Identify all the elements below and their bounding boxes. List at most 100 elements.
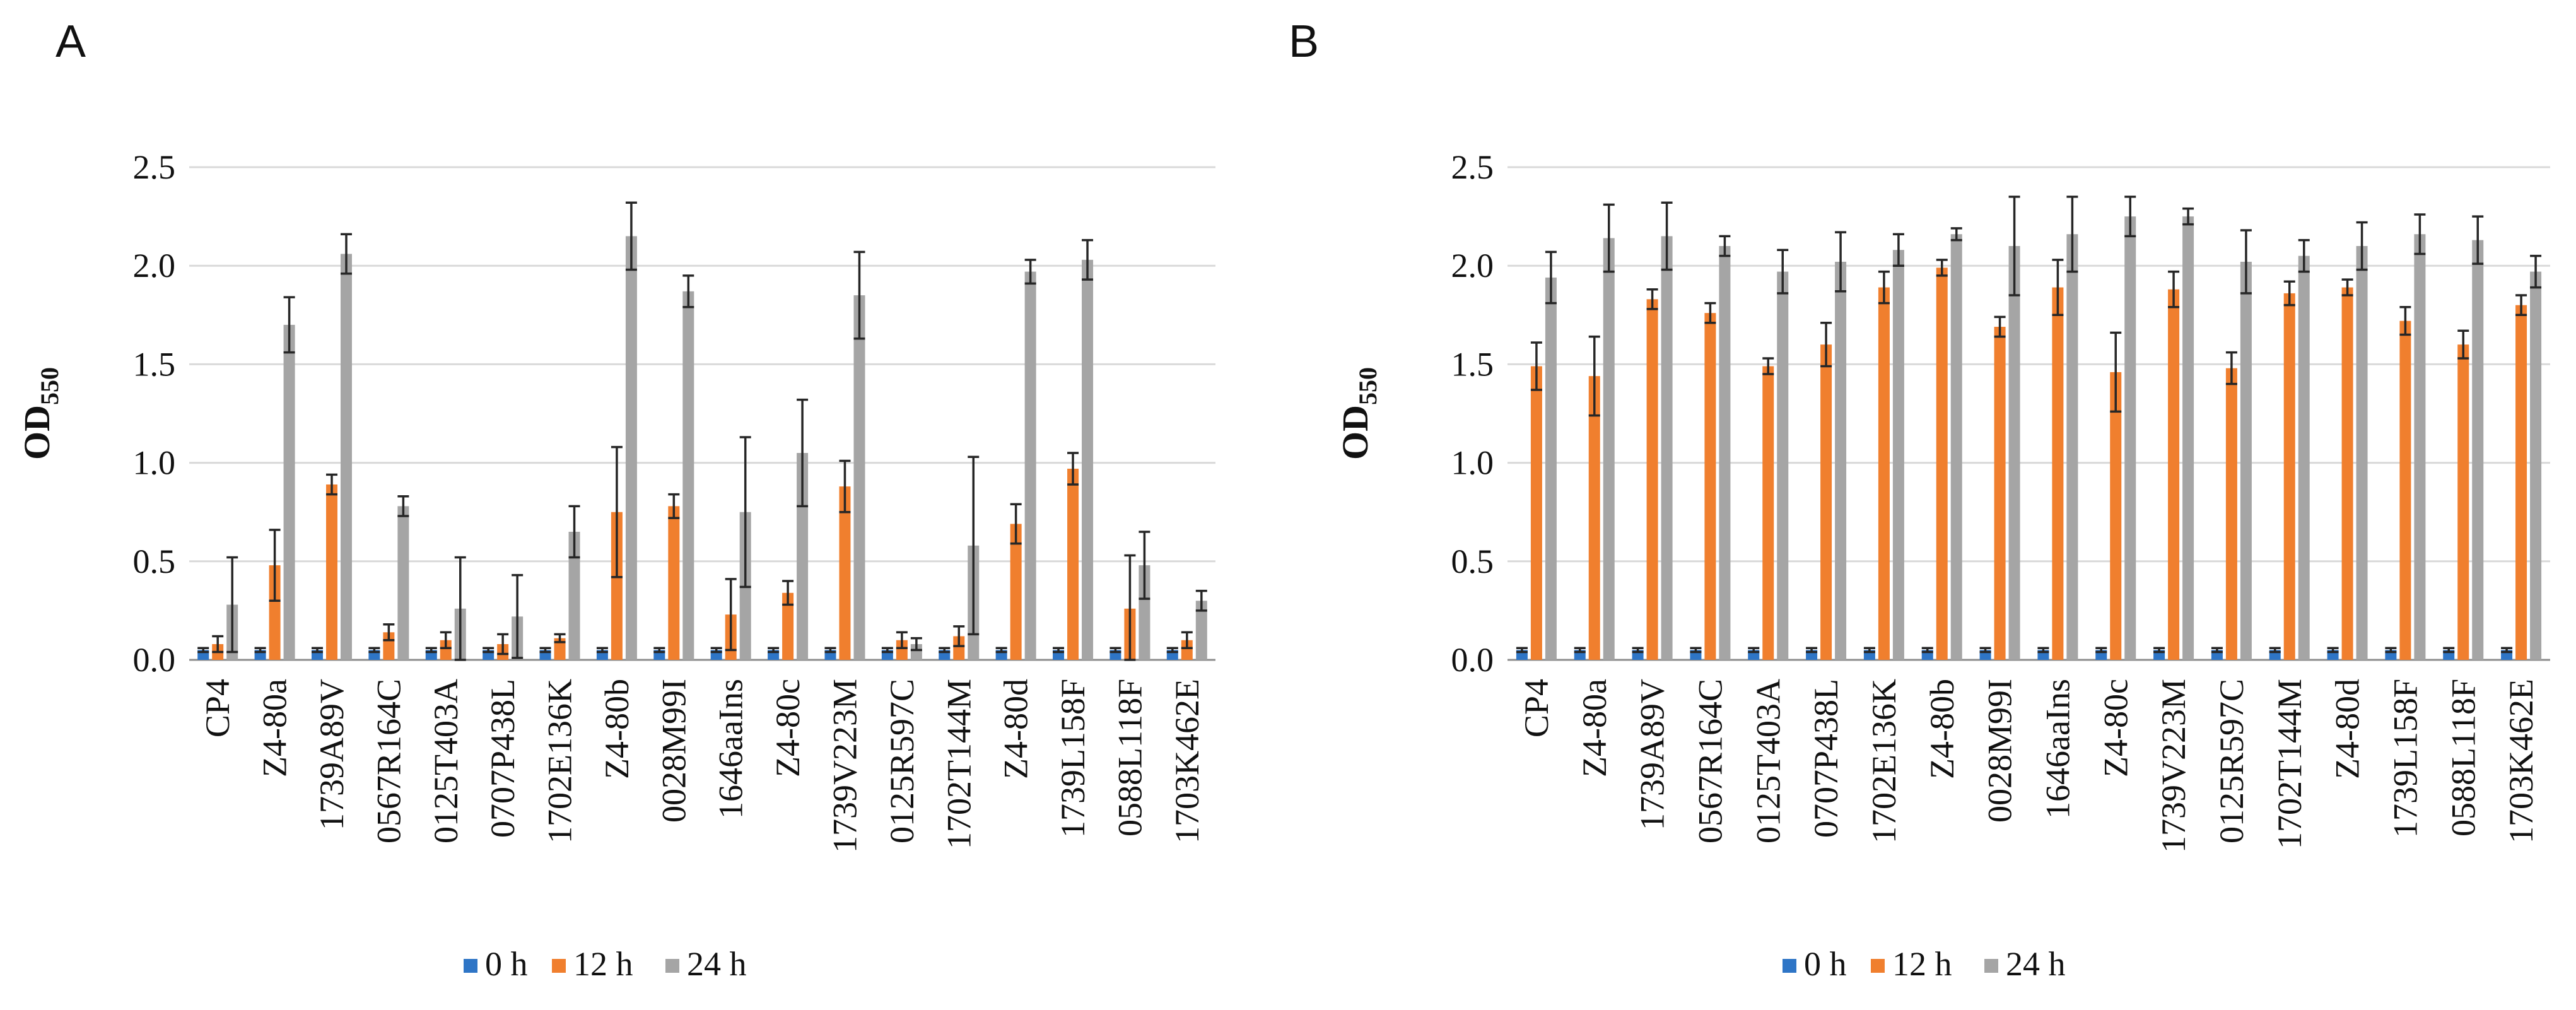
legend-label: 12 h bbox=[573, 945, 633, 983]
bar-24h bbox=[1661, 236, 1673, 661]
x-tick-label: 1739L158F bbox=[2386, 679, 2424, 838]
bar-24h bbox=[2066, 234, 2078, 660]
legend-swatch bbox=[665, 959, 679, 973]
bar-24h bbox=[2472, 240, 2484, 660]
y-axis-label: OD550 bbox=[1335, 367, 1382, 460]
bar-12h bbox=[782, 592, 794, 660]
x-tick-label: 0028M99I bbox=[655, 679, 693, 823]
legend-label: 24 h bbox=[687, 945, 747, 983]
x-tick-label: 1702E136K bbox=[541, 679, 579, 843]
panel-a: A 0.0 0.5 1.0 1.5 2.0 2.5 OD550 CP4 Z4-80a 1739A8… bbox=[16, 16, 1215, 983]
x-tick-label: Z4-80b bbox=[1923, 679, 1961, 779]
bar-24h bbox=[340, 254, 352, 660]
x-tick-label: 1703K462E bbox=[2502, 679, 2540, 843]
bar-24h bbox=[2124, 216, 2136, 661]
x-tick-label: 1702T144M bbox=[2271, 679, 2309, 849]
x-tick-label: Z4-80d bbox=[2329, 679, 2367, 779]
bar-12h bbox=[2110, 372, 2122, 660]
bar-24h bbox=[2008, 245, 2020, 661]
x-tick-label: 0567R164C bbox=[370, 679, 407, 843]
panel-b: B 0.0 0.5 1.0 1.5 2.0 2.5 OD550 CP4 Z4-80a 1739A8… bbox=[1289, 16, 2550, 983]
bar-24h bbox=[2356, 245, 2368, 661]
bar-12h bbox=[269, 565, 281, 660]
x-tick-label: 0588L118F bbox=[1111, 679, 1149, 837]
bar-24h bbox=[1545, 277, 1557, 661]
bar-24h bbox=[1603, 238, 1615, 660]
bar-24h bbox=[1950, 234, 1962, 660]
bar-12h bbox=[2457, 344, 2469, 660]
bar-24h bbox=[1024, 271, 1036, 660]
legend-label: 0 h bbox=[1804, 945, 1847, 983]
x-tick-label: 1739V223M bbox=[826, 679, 864, 853]
x-tick-label: 0125T403A bbox=[1749, 679, 1787, 843]
bar-12h bbox=[2283, 293, 2295, 660]
x-tick-label: 1646aaIns bbox=[712, 679, 750, 819]
bar-12h bbox=[1704, 313, 1716, 660]
bar-24h bbox=[2298, 255, 2310, 661]
bar-24h bbox=[2414, 234, 2426, 660]
x-tick-label: Z4-80a bbox=[256, 679, 294, 777]
y-tick-label: 0.0 bbox=[133, 641, 176, 679]
bar-24h bbox=[2530, 271, 2542, 660]
x-tick-label: CP4 bbox=[199, 679, 237, 737]
bar-12h bbox=[440, 640, 452, 660]
y-tick-label: 1.5 bbox=[133, 345, 176, 383]
x-tick-label: 0125R597C bbox=[2213, 679, 2251, 843]
legend-swatch bbox=[1984, 959, 1998, 973]
y-tick-label: 0.5 bbox=[133, 543, 176, 580]
x-tick-label: Z4-80c bbox=[769, 679, 807, 777]
x-tick-label: 0567R164C bbox=[1691, 679, 1729, 843]
x-tick-label: 1739A89V bbox=[313, 679, 351, 830]
bar-24h bbox=[1835, 261, 1847, 660]
bar-24h bbox=[1777, 271, 1789, 660]
x-tick-label: CP4 bbox=[1518, 679, 1555, 737]
x-tick-label: 1739L158F bbox=[1054, 679, 1092, 838]
y-tick-label: 0.5 bbox=[1451, 543, 1494, 580]
bar-12h bbox=[1067, 468, 1079, 660]
bar-24h bbox=[1195, 601, 1207, 660]
bar-12h bbox=[1936, 267, 1948, 661]
bar-12h bbox=[325, 484, 337, 660]
bar-24h bbox=[2182, 216, 2194, 661]
bar-12h bbox=[554, 638, 566, 660]
bar-24h bbox=[568, 531, 580, 660]
x-tick-label: 0588L118F bbox=[2444, 679, 2482, 837]
y-tick-label: 1.5 bbox=[1451, 345, 1494, 383]
bar-12h bbox=[2168, 289, 2180, 660]
x-tick-label: Z4-80d bbox=[997, 679, 1035, 779]
bar-24h bbox=[397, 506, 409, 660]
legend-swatch bbox=[464, 959, 477, 973]
bar-12h bbox=[2052, 287, 2064, 661]
bar-12h bbox=[1820, 344, 1832, 660]
y-axis-label: OD550 bbox=[16, 367, 64, 460]
bar-12h bbox=[668, 506, 680, 660]
bar-24h bbox=[625, 236, 637, 661]
x-tick-label: 1703K462E bbox=[1168, 679, 1206, 843]
bar-24h bbox=[1892, 250, 1904, 660]
y-tick-label: 2.5 bbox=[133, 148, 176, 186]
legend-swatch bbox=[552, 959, 566, 973]
x-tick-label: 0125R597C bbox=[883, 679, 921, 843]
bar-12h bbox=[1530, 366, 1542, 660]
bar-12h bbox=[2515, 305, 2527, 660]
bar-12h bbox=[953, 636, 965, 660]
legend-label: 12 h bbox=[1892, 945, 1952, 983]
y-tick-label: 1.0 bbox=[1451, 444, 1494, 482]
panel-a-letter: A bbox=[56, 16, 86, 67]
x-tick-label: 0028M99I bbox=[1981, 679, 2019, 823]
bar-24h bbox=[1139, 565, 1150, 660]
x-tick-label: 1739V223M bbox=[2155, 679, 2193, 853]
bar-24h bbox=[910, 644, 922, 660]
legend-label: 0 h bbox=[485, 945, 528, 983]
bar-24h bbox=[1719, 245, 1731, 661]
x-tick-label: Z4-80a bbox=[1576, 679, 1613, 777]
bar-12h bbox=[1994, 327, 2006, 660]
legend-swatch bbox=[1783, 959, 1796, 973]
x-tick-label: 0707P438L bbox=[1807, 679, 1845, 838]
y-tick-label: 0.0 bbox=[1451, 641, 1494, 679]
legend-label: 24 h bbox=[2006, 945, 2066, 983]
bar-24h bbox=[682, 291, 694, 660]
y-tick-label: 2.0 bbox=[1451, 247, 1494, 285]
y-tick-label: 2.0 bbox=[133, 247, 176, 285]
